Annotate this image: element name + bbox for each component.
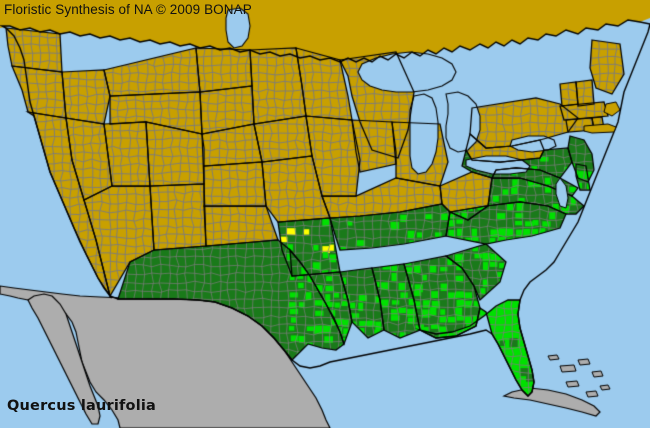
bonap-distribution-map: Floristic Synthesis of NA © 2009 BONAP Q… — [0, 0, 650, 428]
distribution-map-canvas — [0, 0, 650, 428]
